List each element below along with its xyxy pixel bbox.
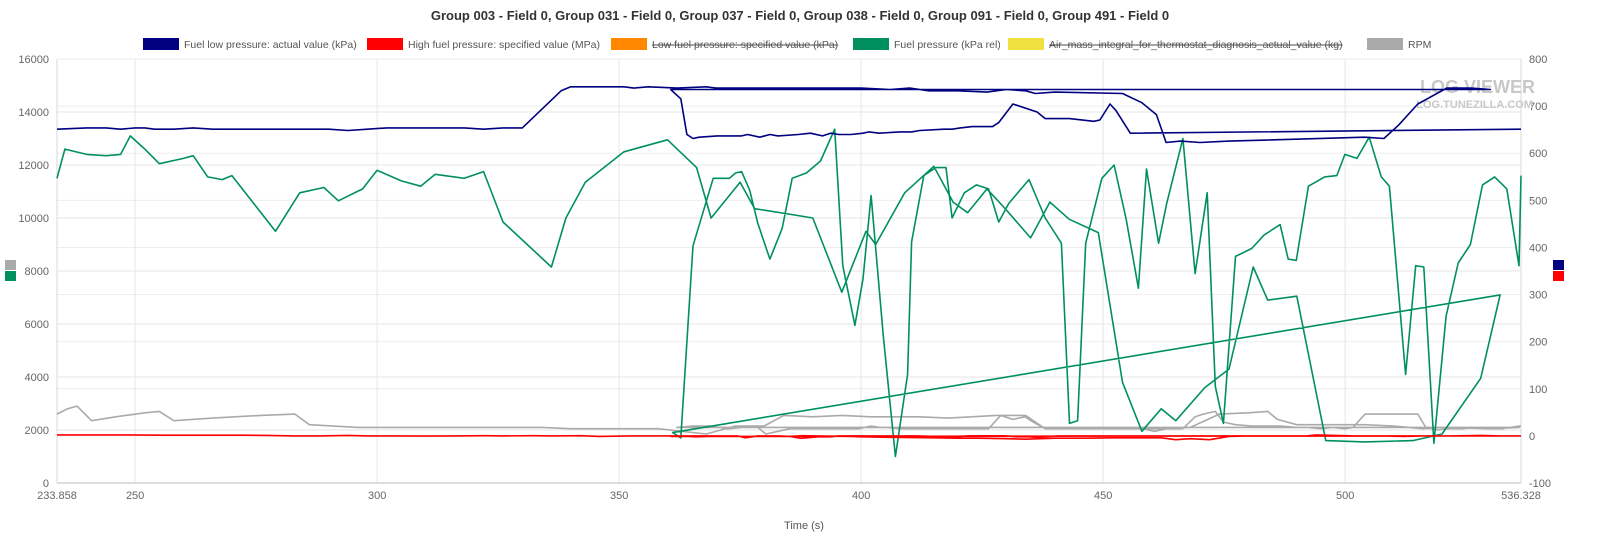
watermark: LOG VIEWER LOG.TUNEZILLA.COM <box>1416 77 1535 111</box>
x-tick-label: 300 <box>368 490 386 502</box>
left-y-tick-label: 16000 <box>18 54 49 66</box>
right-y-tick-label: 0 <box>1529 431 1535 443</box>
legend-item: Air_mass_integral_for_thermostat_diagnos… <box>1008 38 1343 51</box>
series-lines <box>56 86 1522 458</box>
series-line-1 <box>57 434 1521 441</box>
left-y-tick-label: 2000 <box>25 425 49 437</box>
legend: Fuel low pressure: actual value (kPa) Hig… <box>143 38 1431 51</box>
legend-swatch <box>1367 38 1403 50</box>
x-tick-label: 350 <box>610 490 628 502</box>
legend-label: Fuel low pressure: actual value (kPa) <box>184 39 357 51</box>
right-y-axis: -100 0 100 200 300 400 500 600 700 800 <box>1529 54 1551 490</box>
left-axis-marker-rpm <box>5 260 16 270</box>
right-axis-marker-low-pressure <box>1553 260 1564 270</box>
legend-item: Fuel pressure (kPa rel) <box>853 38 1001 51</box>
left-y-tick-label: 6000 <box>25 319 49 331</box>
right-y-tick-label: -100 <box>1529 478 1551 490</box>
legend-swatch <box>143 38 179 50</box>
x-tick-label: 500 <box>1336 490 1354 502</box>
legend-item: RPM <box>1367 38 1431 51</box>
gridlines <box>56 58 1522 484</box>
left-y-tick-label: 0 <box>43 478 49 490</box>
right-y-tick-label: 600 <box>1529 148 1547 160</box>
left-y-tick-label: 10000 <box>18 213 49 225</box>
chart-title: Group 003 - Field 0, Group 031 - Field 0… <box>431 8 1169 23</box>
legend-swatch <box>853 38 889 50</box>
legend-swatch <box>611 38 647 50</box>
series-line-3 <box>56 128 1522 458</box>
watermark-line-2: LOG.TUNEZILLA.COM <box>1416 99 1533 111</box>
x-axis: 233.858 250 300 350 400 450 500 536.328 <box>37 490 1541 502</box>
legend-item: Fuel low pressure: actual value (kPa) <box>143 38 357 51</box>
left-y-axis: 0 2000 4000 6000 8000 10000 12000 14000 16000 <box>18 54 49 490</box>
legend-swatch <box>367 38 403 50</box>
right-y-tick-label: 500 <box>1529 195 1547 207</box>
x-tick-label: 250 <box>126 490 144 502</box>
legend-label: Low fuel pressure: specified value (kPa) <box>652 39 838 51</box>
right-y-tick-label: 100 <box>1529 384 1547 396</box>
legend-label: RPM <box>1408 39 1431 51</box>
x-tick-label: 450 <box>1094 490 1112 502</box>
legend-swatch <box>1008 38 1044 50</box>
x-tick-label: 400 <box>852 490 870 502</box>
legend-label: Fuel pressure (kPa rel) <box>894 39 1001 51</box>
legend-item: High fuel pressure: specified value (MPa… <box>367 38 600 51</box>
right-y-tick-label: 400 <box>1529 242 1547 254</box>
series-line-0 <box>56 86 1522 144</box>
right-y-tick-label: 300 <box>1529 290 1547 302</box>
left-y-tick-label: 14000 <box>18 107 49 119</box>
legend-label: High fuel pressure: specified value (MPa… <box>408 39 600 51</box>
left-y-tick-label: 12000 <box>18 160 49 172</box>
x-tick-label: 233.858 <box>37 490 77 502</box>
right-y-tick-label: 700 <box>1529 101 1547 113</box>
x-tick-label: 536.328 <box>1501 490 1541 502</box>
right-axis-marker-high-pressure <box>1553 271 1564 281</box>
right-y-tick-label: 800 <box>1529 54 1547 66</box>
legend-item: Low fuel pressure: specified value (kPa) <box>611 38 838 51</box>
right-y-tick-label: 200 <box>1529 337 1547 349</box>
watermark-line-1: LOG VIEWER <box>1420 77 1535 97</box>
left-axis-marker-fuel-pressure <box>5 271 16 281</box>
axis-markers <box>5 260 1564 281</box>
left-y-tick-label: 4000 <box>25 372 49 384</box>
left-y-tick-label: 8000 <box>25 266 49 278</box>
x-axis-label: Time (s) <box>784 520 824 532</box>
legend-label: Air_mass_integral_for_thermostat_diagnos… <box>1049 39 1343 51</box>
series-line-5 <box>56 405 1521 435</box>
